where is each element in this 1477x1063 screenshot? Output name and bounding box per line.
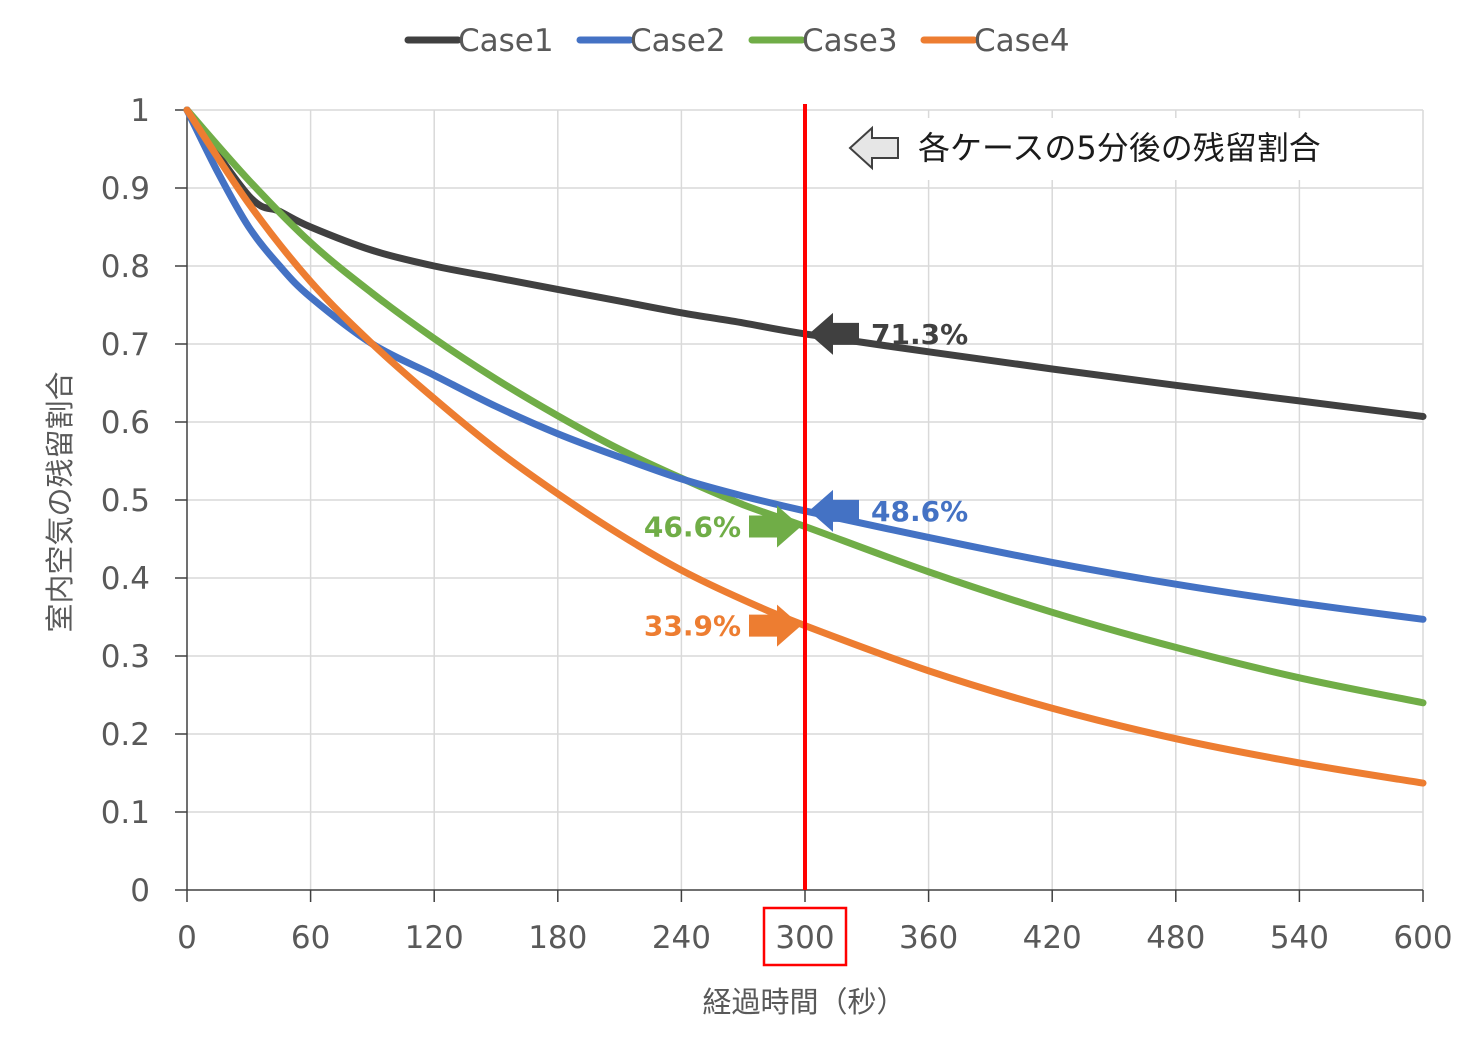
y-tick-label: 0.2	[101, 717, 150, 753]
x-tick-label: 480	[1146, 920, 1205, 956]
x-tick-label: 0	[177, 920, 197, 956]
y-tick-label: 0.6	[101, 405, 150, 441]
annotation-arrow-case1	[809, 313, 859, 355]
y-tick-label: 0	[130, 873, 150, 909]
x-tick-label: 60	[291, 920, 330, 956]
x-tick-label: 300	[775, 920, 834, 956]
note-box: 各ケースの5分後の残留割合	[838, 118, 1401, 180]
y-tick-label: 0.5	[101, 483, 150, 519]
legend-label-case3: Case3	[802, 23, 898, 59]
annotation-label-case3: 46.6%	[644, 511, 741, 544]
x-tick-label: 600	[1393, 920, 1452, 956]
x-tick-label: 180	[528, 920, 587, 956]
y-tick-label: 1	[130, 93, 150, 129]
y-axis-title: 室内空気の残留割合	[43, 371, 77, 632]
legend-label-case1: Case1	[458, 23, 554, 59]
annotation-label-case4: 33.9%	[644, 610, 741, 643]
chart: 71.3% 48.6% 46.6% 33.9% 0 60 120 180 240 300 360 4…	[0, 0, 1477, 1063]
annotation-arrow-case2	[809, 490, 859, 532]
annotation-label-case2: 48.6%	[871, 495, 968, 528]
x-tick-label: 360	[899, 920, 958, 956]
legend-label-case2: Case2	[630, 23, 726, 59]
legend-label-case4: Case4	[974, 23, 1070, 59]
x-axis-title: 経過時間（秒）	[702, 985, 905, 1019]
x-tick-label: 120	[405, 920, 464, 956]
y-tick-label: 0.7	[101, 327, 150, 363]
note-text: 各ケースの5分後の残留割合	[918, 129, 1321, 167]
x-tick-labels: 0 60 120 180 240 300 360 420 480 540 600	[177, 908, 1452, 965]
x-tick-label: 540	[1270, 920, 1329, 956]
y-tick-label: 0.3	[101, 639, 150, 675]
y-tick-label: 0.4	[101, 561, 150, 597]
x-tick-label: 420	[1023, 920, 1082, 956]
x-tick-label: 240	[652, 920, 711, 956]
y-tick-label: 0.9	[101, 171, 150, 207]
y-tick-label: 0.1	[101, 795, 150, 831]
legend: Case1 Case2 Case3 Case4	[408, 23, 1070, 59]
y-tick-label: 0.8	[101, 249, 150, 285]
y-tick-labels: 0 0.1 0.2 0.3 0.4 0.5 0.6 0.7 0.8 0.9 1	[101, 93, 150, 909]
annotation-label-case1: 71.3%	[871, 318, 968, 351]
